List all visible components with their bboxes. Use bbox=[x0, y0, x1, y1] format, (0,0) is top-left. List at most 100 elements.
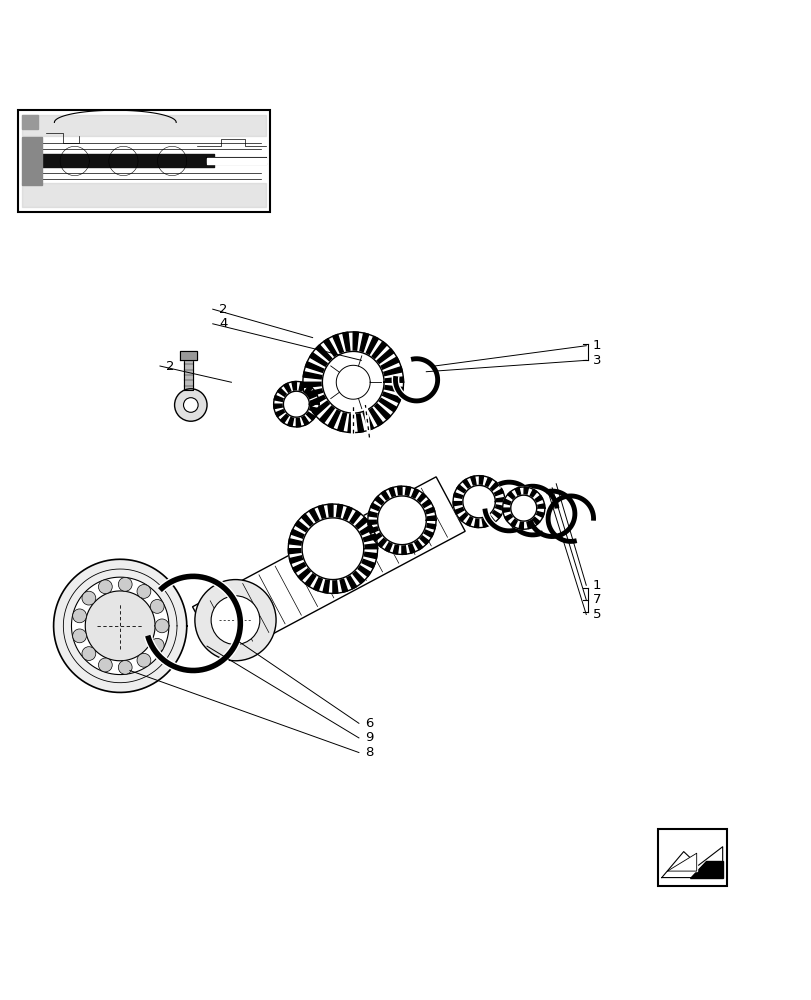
Polygon shape bbox=[526, 520, 532, 529]
Polygon shape bbox=[360, 559, 375, 568]
Polygon shape bbox=[283, 391, 309, 417]
Polygon shape bbox=[353, 332, 358, 352]
Circle shape bbox=[195, 580, 276, 661]
Circle shape bbox=[150, 600, 164, 613]
Polygon shape bbox=[328, 409, 341, 428]
Polygon shape bbox=[290, 529, 305, 539]
Polygon shape bbox=[312, 400, 330, 416]
Polygon shape bbox=[359, 333, 368, 353]
Polygon shape bbox=[339, 578, 347, 592]
Circle shape bbox=[82, 591, 96, 605]
Polygon shape bbox=[453, 476, 504, 528]
Polygon shape bbox=[384, 541, 393, 552]
Text: 3: 3 bbox=[592, 354, 600, 367]
Polygon shape bbox=[348, 413, 353, 433]
Polygon shape bbox=[405, 486, 410, 497]
Polygon shape bbox=[322, 351, 384, 413]
Polygon shape bbox=[529, 489, 536, 498]
Text: 6: 6 bbox=[365, 717, 373, 730]
Polygon shape bbox=[192, 477, 465, 661]
Polygon shape bbox=[367, 486, 436, 554]
Polygon shape bbox=[382, 367, 402, 376]
Polygon shape bbox=[273, 404, 283, 409]
Polygon shape bbox=[689, 861, 722, 878]
Polygon shape bbox=[309, 353, 328, 367]
Polygon shape bbox=[302, 518, 363, 580]
Polygon shape bbox=[481, 517, 487, 527]
Circle shape bbox=[118, 660, 132, 674]
Polygon shape bbox=[298, 568, 311, 580]
Polygon shape bbox=[377, 496, 426, 545]
Polygon shape bbox=[401, 544, 406, 554]
Polygon shape bbox=[494, 505, 504, 511]
Polygon shape bbox=[22, 115, 38, 129]
Polygon shape bbox=[416, 493, 426, 503]
Polygon shape bbox=[373, 403, 390, 420]
Polygon shape bbox=[288, 504, 377, 593]
Polygon shape bbox=[333, 579, 337, 593]
Circle shape bbox=[98, 580, 112, 594]
Polygon shape bbox=[457, 485, 466, 493]
Polygon shape bbox=[71, 577, 169, 675]
Polygon shape bbox=[362, 534, 376, 542]
Polygon shape bbox=[510, 518, 517, 527]
Polygon shape bbox=[502, 487, 544, 529]
Polygon shape bbox=[307, 392, 317, 399]
Polygon shape bbox=[277, 388, 287, 397]
Polygon shape bbox=[536, 504, 544, 508]
Polygon shape bbox=[180, 351, 196, 360]
Circle shape bbox=[118, 577, 132, 591]
Polygon shape bbox=[371, 342, 386, 359]
Polygon shape bbox=[292, 381, 296, 391]
Polygon shape bbox=[423, 530, 433, 537]
Polygon shape bbox=[378, 398, 397, 412]
Polygon shape bbox=[298, 382, 305, 392]
Polygon shape bbox=[375, 349, 393, 364]
Text: 1: 1 bbox=[592, 339, 600, 352]
Polygon shape bbox=[301, 415, 309, 425]
Circle shape bbox=[137, 653, 151, 667]
Circle shape bbox=[72, 629, 86, 643]
Polygon shape bbox=[333, 334, 343, 354]
Polygon shape bbox=[303, 332, 403, 433]
Circle shape bbox=[183, 398, 198, 412]
Polygon shape bbox=[356, 412, 363, 432]
Polygon shape bbox=[492, 489, 503, 496]
Polygon shape bbox=[287, 416, 294, 426]
Polygon shape bbox=[349, 511, 360, 525]
Text: 8: 8 bbox=[365, 746, 373, 759]
Polygon shape bbox=[462, 479, 470, 489]
Text: 2: 2 bbox=[166, 360, 174, 373]
Polygon shape bbox=[337, 412, 346, 432]
Polygon shape bbox=[305, 573, 316, 587]
Polygon shape bbox=[296, 417, 300, 427]
Polygon shape bbox=[388, 487, 395, 498]
Polygon shape bbox=[328, 504, 333, 518]
Polygon shape bbox=[375, 496, 384, 505]
Polygon shape bbox=[320, 405, 335, 423]
Polygon shape bbox=[466, 516, 473, 526]
Polygon shape bbox=[305, 411, 315, 420]
Polygon shape bbox=[288, 539, 303, 545]
Polygon shape bbox=[377, 538, 387, 547]
Polygon shape bbox=[380, 491, 389, 501]
Polygon shape bbox=[367, 520, 377, 525]
Polygon shape bbox=[318, 505, 326, 520]
Circle shape bbox=[137, 585, 151, 598]
Bar bbox=[657, 829, 726, 886]
Polygon shape bbox=[363, 544, 377, 549]
Polygon shape bbox=[358, 525, 373, 535]
Polygon shape bbox=[393, 544, 398, 554]
Polygon shape bbox=[303, 382, 322, 388]
Polygon shape bbox=[363, 552, 377, 559]
Polygon shape bbox=[383, 385, 403, 393]
Polygon shape bbox=[510, 495, 536, 521]
Polygon shape bbox=[478, 476, 483, 486]
Polygon shape bbox=[357, 565, 371, 577]
Polygon shape bbox=[324, 339, 337, 357]
Polygon shape bbox=[305, 362, 324, 373]
Circle shape bbox=[82, 647, 96, 660]
Polygon shape bbox=[534, 511, 543, 517]
Polygon shape bbox=[315, 345, 333, 362]
Polygon shape bbox=[54, 559, 187, 692]
